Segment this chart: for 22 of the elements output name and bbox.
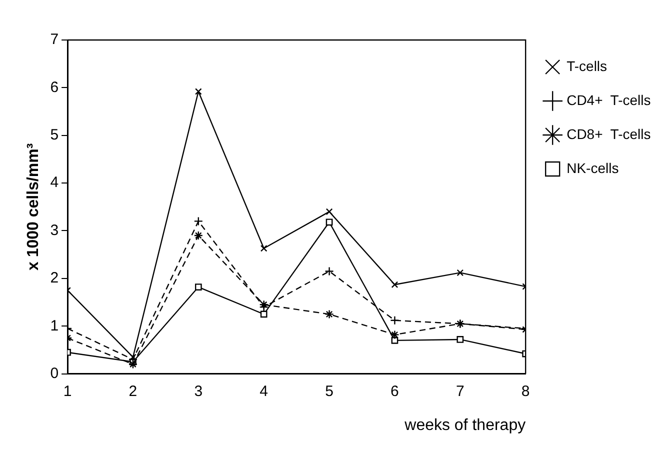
legend-label: T-cells	[566, 58, 608, 74]
y-tick-label: 3	[50, 222, 59, 239]
x-tick-label: 8	[521, 382, 530, 400]
legend-label: CD4+ T-cells	[566, 92, 651, 108]
x-tick-label: 1	[63, 382, 72, 400]
y-tick-label: 0	[50, 364, 59, 382]
x-tick-label: 3	[194, 382, 203, 400]
legend-label: CD8+ T-cells	[566, 126, 651, 142]
x-axis-title: weeks of therapy	[404, 416, 526, 434]
y-tick-label: 6	[50, 78, 59, 96]
y-tick-label: 7	[50, 31, 59, 48]
y-tick-label: 2	[50, 270, 59, 287]
x-tick-label: 7	[456, 382, 464, 400]
x-tick-label: 2	[128, 382, 138, 400]
x-tick-label: 4	[260, 382, 268, 400]
y-tick-label: 1	[50, 317, 59, 334]
y-tick-label: 4	[50, 174, 59, 192]
legend-label: NK-cells	[566, 160, 619, 176]
x-tick-label: 5	[325, 382, 334, 400]
y-tick-label: 5	[50, 126, 59, 144]
y-axis-title: x 1000 cells/mm³	[25, 143, 42, 270]
x-tick-label: 6	[390, 382, 399, 400]
